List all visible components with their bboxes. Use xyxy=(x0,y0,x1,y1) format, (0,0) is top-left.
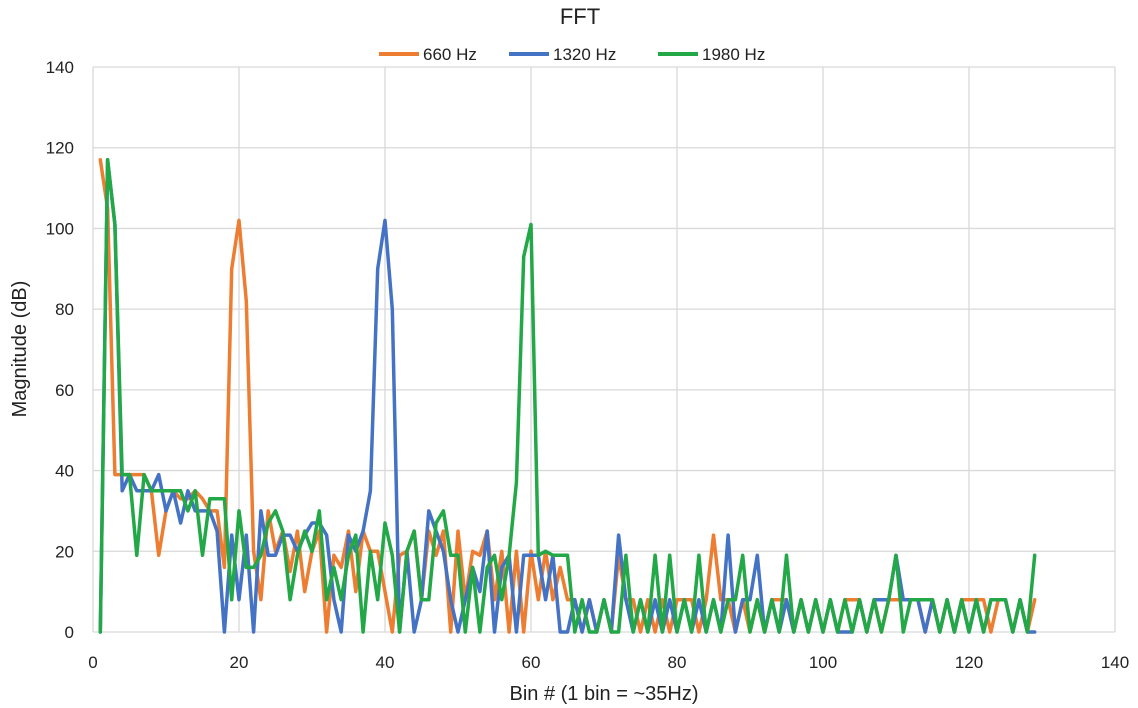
chart-title: FFT xyxy=(560,4,600,29)
chart-legend: 660 Hz 1320 Hz 1980 Hz xyxy=(379,45,765,64)
y-tick-label: 0 xyxy=(65,623,74,642)
y-tick-label: 100 xyxy=(46,219,74,238)
y-tick-label: 140 xyxy=(46,58,74,77)
y-axis-label: Magnitude (dB) xyxy=(9,281,31,418)
x-tick-label: 140 xyxy=(1101,653,1129,672)
x-axis-label: Bin # (1 bin = ~35Hz) xyxy=(510,683,699,705)
y-tick-label: 120 xyxy=(46,139,74,158)
y-tick-label: 40 xyxy=(55,462,74,481)
legend-label: 1320 Hz xyxy=(553,45,616,64)
series-line-1980-hz xyxy=(98,158,1037,634)
x-tick-label: 100 xyxy=(809,653,837,672)
x-tick-label: 60 xyxy=(522,653,541,672)
y-tick-label: 80 xyxy=(55,300,74,319)
y-tick-label: 60 xyxy=(55,381,74,400)
x-tick-label: 80 xyxy=(668,653,687,672)
x-tick-label: 0 xyxy=(88,653,97,672)
series-line-1320-hz xyxy=(98,158,1037,634)
x-tick-label: 120 xyxy=(955,653,983,672)
series-layer xyxy=(98,158,1037,634)
y-tick-label: 20 xyxy=(55,542,74,561)
x-tick-label: 20 xyxy=(230,653,249,672)
legend-label: 1980 Hz xyxy=(702,45,765,64)
x-tick-label: 40 xyxy=(376,653,395,672)
axis-ticks: 0 20 40 60 80 100 120 140 0 20 40 60 80 100 120 140 xyxy=(46,58,1130,672)
legend-label: 660 Hz xyxy=(423,45,477,64)
